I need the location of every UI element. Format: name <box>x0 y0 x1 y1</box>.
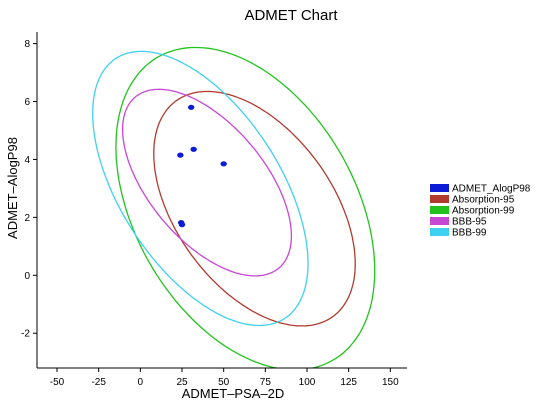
data-point <box>177 152 184 158</box>
x-tick-label: 25 <box>176 377 188 388</box>
y-tick-label: 6 <box>24 97 30 108</box>
ellipse-absorption-95 <box>153 90 356 327</box>
y-tick-label: 0 <box>24 271 30 282</box>
chart-title: ADMET Chart <box>244 7 338 24</box>
legend-swatch <box>430 184 449 192</box>
y-axis-label: ADMET–AlogP98 <box>5 137 20 239</box>
y-tick-label: 8 <box>24 39 30 50</box>
data-point <box>220 161 227 167</box>
x-axis-label: ADMET–PSA–2D <box>182 386 285 401</box>
x-tick-label: 50 <box>218 377 230 388</box>
x-tick-label: 150 <box>382 377 399 388</box>
x-tick-label: 75 <box>260 377 272 388</box>
y-tick-label: -2 <box>21 329 30 340</box>
legend-swatch <box>430 217 449 225</box>
ellipse-layer <box>92 46 376 368</box>
x-tick-label: -50 <box>50 377 65 388</box>
x-ticks: -50 -25 0 25 50 75 100 125 150 <box>50 368 399 388</box>
x-tick-label: 100 <box>299 377 316 388</box>
ellipse-absorption-99 <box>115 46 376 368</box>
data-point <box>178 222 186 228</box>
x-tick-label: 125 <box>340 377 357 388</box>
legend-label: ADMET_AlogP98 <box>452 184 531 195</box>
legend-swatch <box>430 228 449 236</box>
legend-label: Absorption-99 <box>452 206 515 217</box>
legend: ADMET_AlogP98Absorption-95Absorption-99B… <box>430 184 531 239</box>
y-tick-label: 4 <box>24 155 30 166</box>
legend-swatch <box>430 206 449 214</box>
legend-label: BBB-99 <box>452 228 487 239</box>
x-tick-label: 0 <box>138 377 144 388</box>
legend-label: Absorption-95 <box>452 195 515 206</box>
data-point <box>187 104 195 110</box>
legend-swatch <box>430 195 449 203</box>
data-point <box>190 146 197 152</box>
y-tick-label: 2 <box>24 213 30 224</box>
legend-label: BBB-95 <box>452 217 487 228</box>
y-ticks: -2 0 2 4 6 8 <box>21 39 37 340</box>
ellipse-bbb-99 <box>92 50 309 327</box>
x-tick-label: -25 <box>91 377 106 388</box>
ellipse-bbb-95 <box>121 88 293 277</box>
point-layer <box>177 104 227 228</box>
